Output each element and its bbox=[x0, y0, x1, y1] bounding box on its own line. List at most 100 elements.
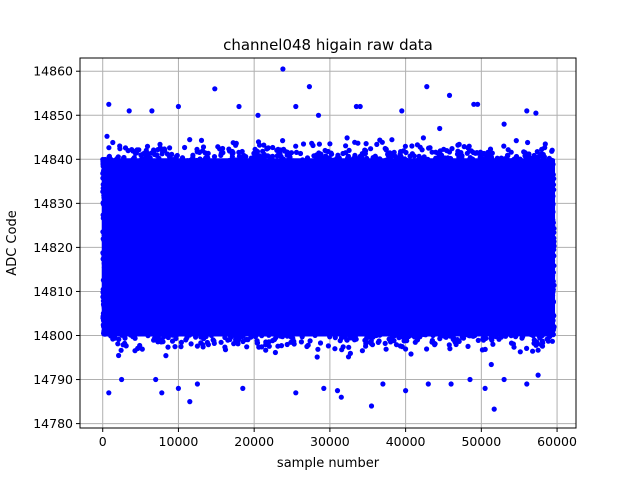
data-point bbox=[344, 337, 350, 343]
data-point bbox=[100, 301, 107, 307]
data-point bbox=[165, 344, 171, 350]
data-point bbox=[438, 326, 445, 332]
data-point bbox=[113, 162, 119, 168]
data-point bbox=[432, 331, 438, 337]
data-point bbox=[190, 154, 196, 160]
data-point bbox=[317, 340, 324, 346]
data-point bbox=[311, 326, 317, 332]
data-point bbox=[106, 145, 112, 151]
data-point bbox=[416, 153, 422, 159]
data-point bbox=[485, 162, 491, 168]
data-point bbox=[364, 155, 370, 161]
y-axis-label: ADC Code bbox=[5, 210, 20, 275]
data-point bbox=[472, 332, 478, 338]
data-point bbox=[546, 155, 552, 161]
data-point bbox=[295, 328, 301, 334]
data-point bbox=[208, 332, 214, 338]
data-point bbox=[444, 163, 450, 169]
data-point bbox=[238, 333, 244, 339]
data-point bbox=[314, 354, 320, 360]
data-point bbox=[343, 159, 349, 165]
data-point bbox=[205, 150, 211, 156]
data-point bbox=[264, 329, 271, 335]
data-point bbox=[316, 150, 322, 156]
data-point bbox=[100, 310, 106, 316]
data-point bbox=[471, 328, 477, 334]
data-point bbox=[332, 346, 338, 352]
data-point bbox=[169, 338, 176, 344]
data-point bbox=[220, 159, 226, 165]
data-point bbox=[101, 264, 107, 271]
data-point bbox=[335, 330, 341, 336]
data-point bbox=[540, 151, 546, 158]
x-tick-label: 20000 bbox=[234, 434, 274, 449]
data-point bbox=[550, 202, 556, 208]
data-point bbox=[181, 327, 187, 333]
data-point bbox=[332, 335, 338, 341]
data-point bbox=[352, 152, 358, 158]
data-point bbox=[460, 328, 467, 334]
data-point bbox=[517, 349, 523, 355]
outlier-point bbox=[153, 376, 159, 383]
data-point bbox=[224, 161, 230, 167]
data-point bbox=[254, 157, 260, 163]
data-point bbox=[492, 329, 498, 336]
data-point bbox=[486, 157, 492, 163]
data-point bbox=[247, 161, 253, 167]
data-point bbox=[549, 225, 555, 231]
data-point bbox=[382, 340, 388, 346]
data-point bbox=[549, 304, 555, 310]
data-point bbox=[508, 149, 514, 155]
data-point bbox=[165, 334, 171, 341]
data-point bbox=[526, 327, 533, 333]
data-point bbox=[259, 333, 265, 339]
data-point bbox=[304, 343, 310, 350]
data-point bbox=[102, 220, 108, 226]
data-point bbox=[429, 149, 435, 155]
data-point bbox=[235, 341, 241, 347]
data-point bbox=[101, 329, 107, 335]
data-point bbox=[490, 341, 496, 347]
data-point bbox=[446, 149, 453, 155]
data-point bbox=[229, 333, 235, 340]
data-point bbox=[100, 159, 106, 165]
data-point bbox=[550, 292, 556, 298]
data-point bbox=[379, 139, 385, 145]
data-point bbox=[113, 157, 119, 163]
data-point bbox=[100, 212, 106, 218]
data-point bbox=[161, 146, 167, 152]
data-point bbox=[290, 158, 296, 164]
data-point bbox=[321, 328, 327, 334]
data-point bbox=[285, 157, 291, 163]
outlier-point bbox=[353, 103, 359, 110]
data-point bbox=[122, 145, 129, 151]
data-point bbox=[374, 330, 380, 336]
data-point bbox=[252, 153, 258, 159]
data-point bbox=[459, 334, 465, 340]
data-point bbox=[100, 229, 106, 235]
data-point bbox=[436, 159, 442, 165]
data-point bbox=[160, 339, 166, 345]
data-point bbox=[204, 339, 210, 346]
data-point bbox=[323, 162, 329, 169]
data-point bbox=[364, 339, 370, 345]
data-point bbox=[307, 338, 313, 344]
x-tick-label: 30000 bbox=[310, 434, 350, 449]
outlier-point bbox=[475, 101, 481, 107]
data-point bbox=[284, 333, 290, 339]
data-point bbox=[194, 146, 200, 152]
outlier-point bbox=[491, 406, 497, 412]
outlier-point bbox=[255, 112, 261, 118]
data-point bbox=[403, 346, 409, 352]
outlier-point bbox=[535, 372, 541, 378]
data-point bbox=[396, 335, 402, 341]
data-point bbox=[427, 327, 434, 334]
outlier-point bbox=[524, 108, 530, 114]
data-point bbox=[240, 338, 246, 345]
data-point bbox=[155, 331, 161, 337]
data-point bbox=[166, 160, 173, 166]
data-point bbox=[524, 345, 530, 351]
data-point bbox=[386, 159, 392, 165]
outlier-point bbox=[159, 390, 165, 396]
data-point bbox=[468, 158, 474, 164]
